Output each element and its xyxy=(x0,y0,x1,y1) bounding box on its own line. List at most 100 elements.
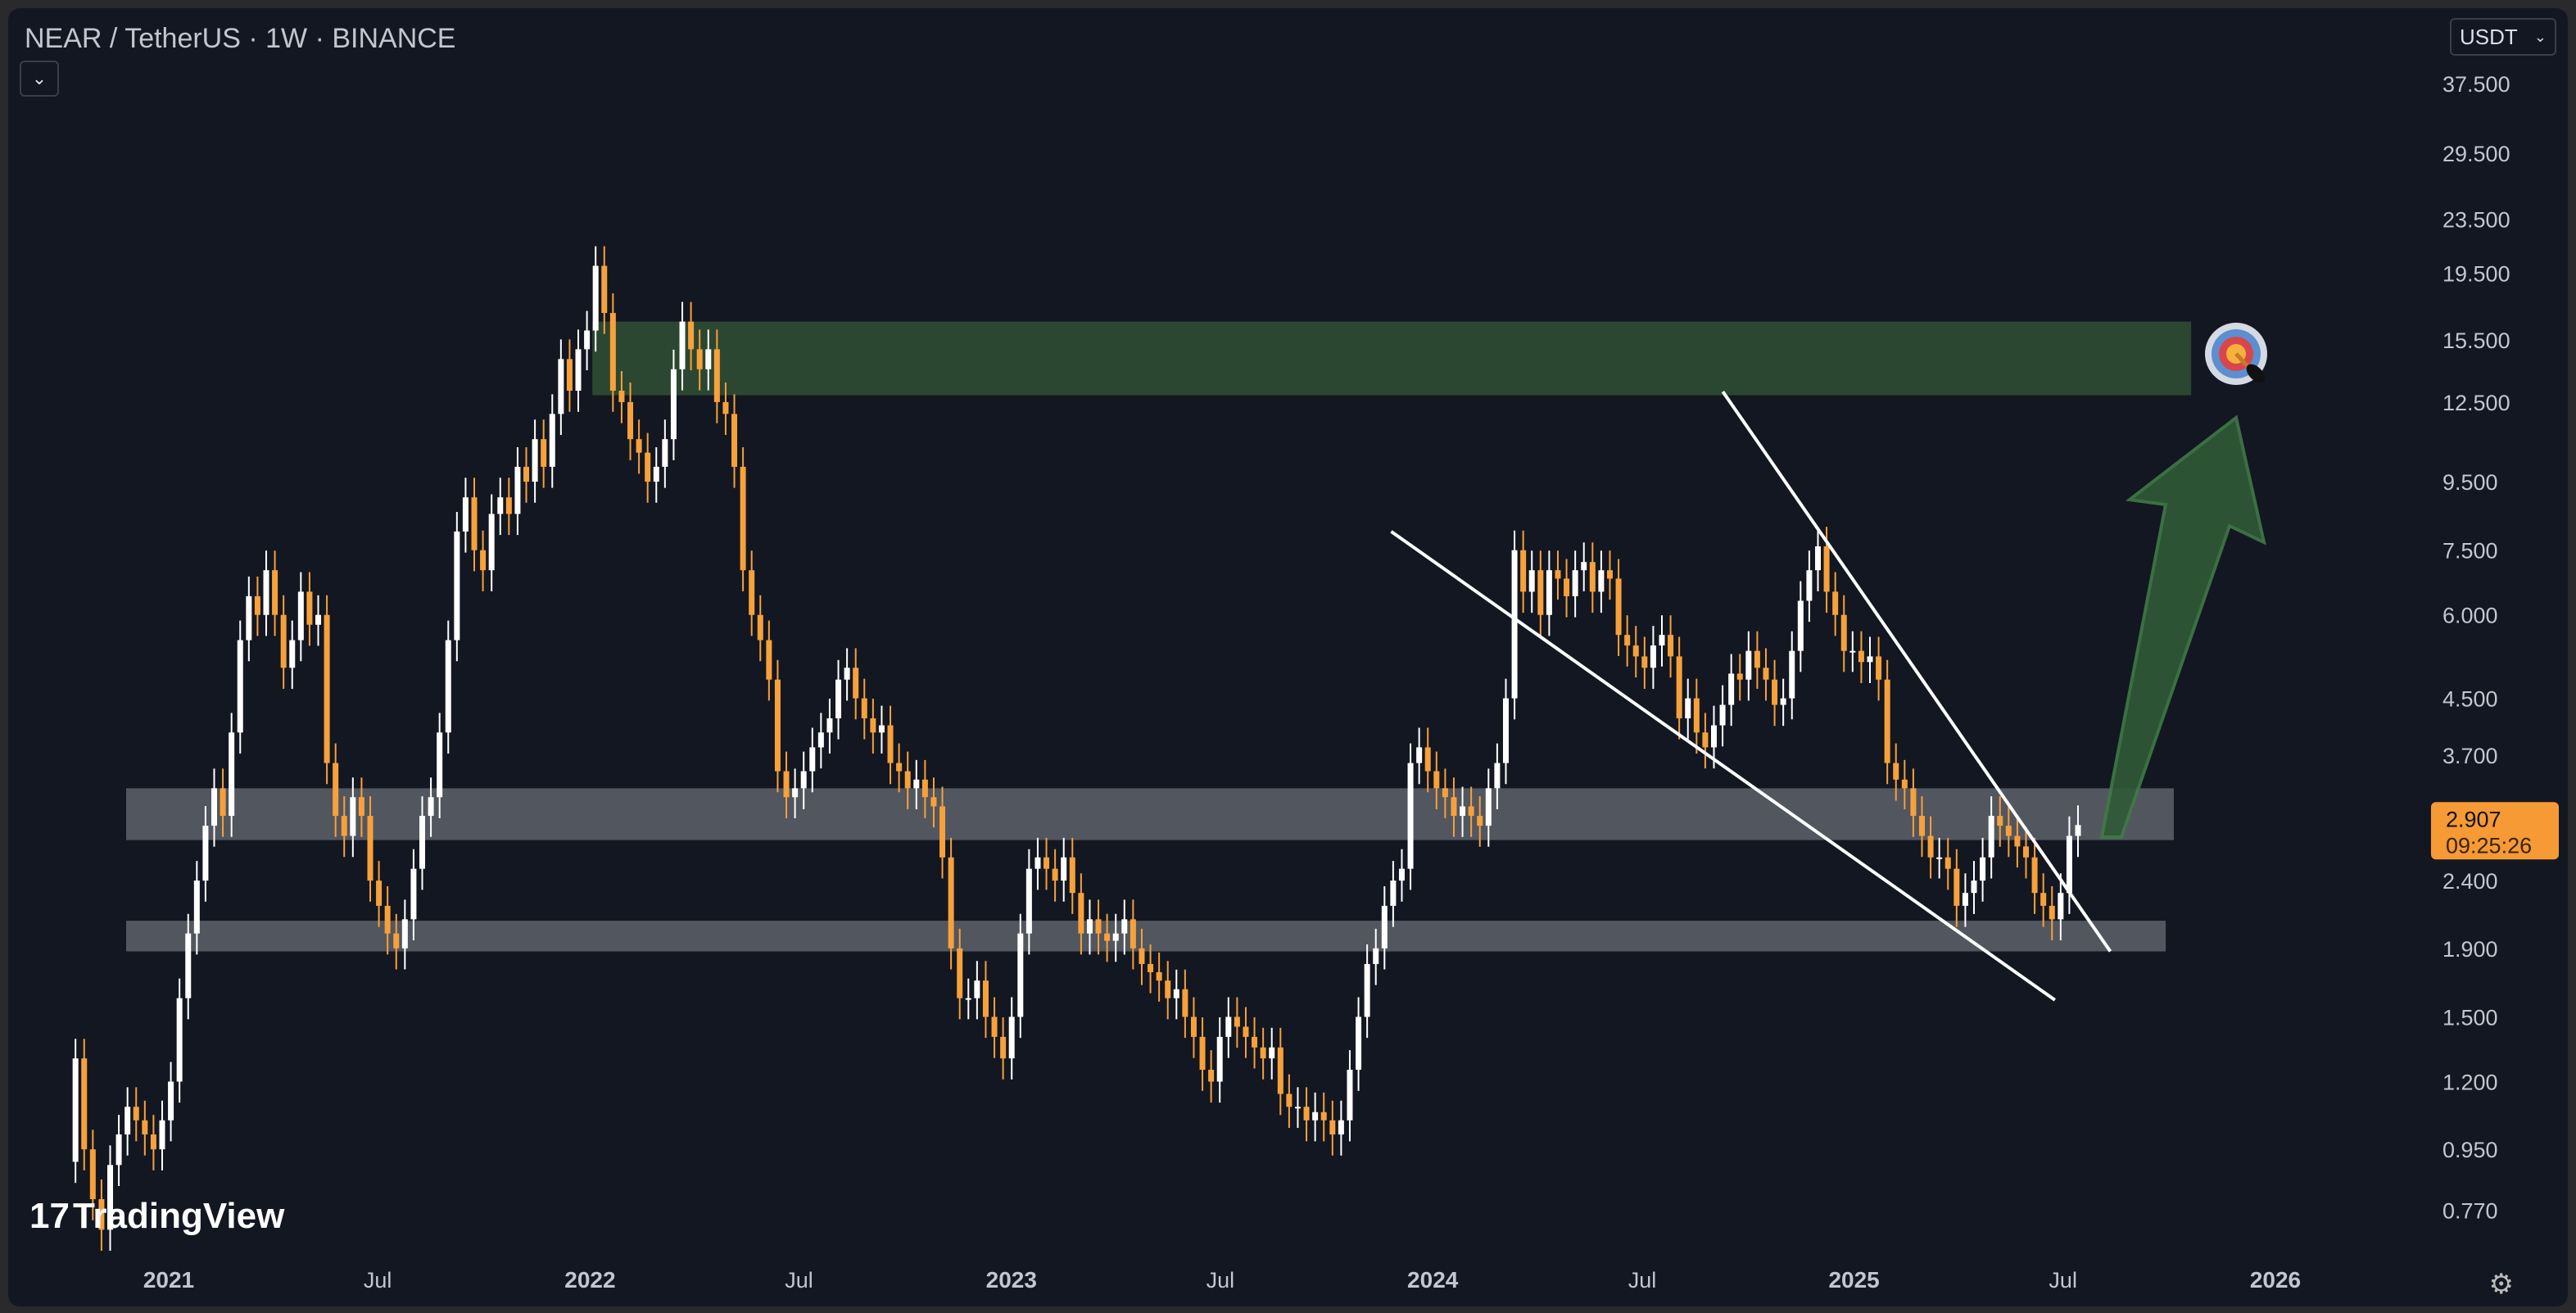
candle-body xyxy=(1494,763,1501,789)
candle-body xyxy=(1581,562,1587,571)
candle-body xyxy=(1477,816,1483,826)
y-tick-label: 3.700 xyxy=(2442,744,2498,768)
candle-body xyxy=(1546,570,1552,615)
candle-body xyxy=(401,919,408,949)
candle-body xyxy=(800,771,807,789)
trendline xyxy=(1390,530,2056,1002)
candle-body xyxy=(896,763,903,772)
candle-body xyxy=(1901,779,1908,789)
candle-body xyxy=(1659,635,1665,646)
candle-body xyxy=(229,732,235,817)
x-tick-label: Jul xyxy=(2049,1268,2077,1293)
candle-body xyxy=(1572,570,1578,596)
candle-body xyxy=(809,747,816,772)
candle-body xyxy=(454,531,460,641)
candle-body xyxy=(1052,868,1058,881)
candle-body xyxy=(1589,562,1596,592)
candle-body xyxy=(1641,656,1648,668)
candle-body xyxy=(1502,698,1509,763)
svg-text:2.907: 2.907 xyxy=(2446,807,2501,831)
candle-body xyxy=(1000,1036,1007,1059)
candle-body xyxy=(1182,989,1188,1017)
y-tick-label: 2.400 xyxy=(2442,869,2498,894)
candle-body xyxy=(921,779,928,798)
candle-body xyxy=(957,948,963,998)
symbol-title: NEAR / TetherUS · 1W · BINANCE xyxy=(25,23,456,54)
candle-body xyxy=(505,497,512,514)
candle-body xyxy=(133,1107,139,1121)
last-price-label: 2.907 09:25:26 xyxy=(2431,802,2559,860)
candle-body xyxy=(514,466,521,514)
candle-body xyxy=(1303,1107,1310,1121)
candle-body xyxy=(1806,570,1813,601)
candle-body xyxy=(202,826,209,881)
candle-body xyxy=(1095,919,1102,934)
svg-text:09:25:26: 09:25:26 xyxy=(2446,833,2532,858)
candle-body xyxy=(1208,1070,1215,1082)
candle-body xyxy=(1025,868,1032,934)
candle-body xyxy=(1564,578,1570,596)
candle-body xyxy=(878,725,885,733)
x-tick-label: 2026 xyxy=(2250,1267,2301,1293)
x-tick-label: 2025 xyxy=(1828,1267,1879,1293)
candle-body xyxy=(1243,1026,1249,1037)
candle-body xyxy=(1754,650,1760,668)
candle-body xyxy=(1061,857,1067,881)
y-tick-label: 29.500 xyxy=(2442,142,2510,166)
candle-body xyxy=(1772,679,1778,705)
candle-body xyxy=(948,857,954,949)
candle-body xyxy=(2014,835,2021,847)
candle-body xyxy=(350,797,356,836)
candle-body xyxy=(783,771,790,798)
candle-body xyxy=(1954,868,1960,906)
price-chart[interactable]: 37.500 29.500 23.500 19.500 15.500 12.500 9.50… xyxy=(8,8,2568,1306)
candle-body xyxy=(1329,1120,1336,1135)
currency-dropdown[interactable]: USDT ⌄ xyxy=(2450,18,2556,56)
candle-body xyxy=(1598,570,1605,592)
candle-body xyxy=(679,321,686,369)
candle-body xyxy=(254,595,260,615)
candle-body xyxy=(1121,919,1128,934)
candle-body xyxy=(106,1165,113,1230)
candle-body xyxy=(81,1058,88,1150)
collapse-legend-button[interactable]: ⌄ xyxy=(20,61,59,97)
candle-body xyxy=(1789,650,1795,699)
candle-body xyxy=(887,725,894,763)
y-tick-label: 1.500 xyxy=(2442,1005,2498,1030)
candle-body xyxy=(1216,1036,1223,1082)
candle-body xyxy=(437,732,443,798)
candle-body xyxy=(168,1081,174,1121)
candle-body xyxy=(289,640,296,668)
candle-body xyxy=(220,788,226,817)
candle-body xyxy=(1615,578,1622,636)
candle-body xyxy=(1008,1016,1015,1059)
candle-body xyxy=(1338,1120,1344,1135)
candle-body xyxy=(870,718,876,733)
candle-body xyxy=(1086,919,1093,934)
candle-body xyxy=(1460,806,1466,817)
candle-body xyxy=(419,816,426,869)
tradingview-logo[interactable]: 17 TradingView xyxy=(29,1196,284,1237)
candle-body xyxy=(1876,656,1882,680)
candle-body xyxy=(2049,905,2055,920)
candle-body xyxy=(72,1058,79,1162)
candle-body xyxy=(89,1149,96,1200)
candle-body xyxy=(1277,1047,1283,1094)
candle-body xyxy=(358,797,364,817)
candle-body xyxy=(1858,650,1864,663)
y-tick-label: 12.500 xyxy=(2442,391,2510,415)
candle-body xyxy=(1286,1093,1293,1107)
candle-body xyxy=(1364,963,1370,1017)
candle-body xyxy=(1312,1112,1319,1121)
gear-icon[interactable]: ⚙ xyxy=(2488,1269,2514,1300)
candle-body xyxy=(749,570,755,615)
candle-body xyxy=(609,313,616,392)
y-tick-label: 0.770 xyxy=(2442,1199,2498,1224)
candle-body xyxy=(532,439,538,482)
candle-body xyxy=(1832,591,1839,615)
candle-body xyxy=(1980,857,1986,881)
candle-body xyxy=(757,614,763,641)
candle-body xyxy=(1433,771,1440,789)
chart-frame: 37.500 29.500 23.500 19.500 15.500 12.500 9.50… xyxy=(8,8,2568,1306)
candle-body xyxy=(1944,857,1951,869)
